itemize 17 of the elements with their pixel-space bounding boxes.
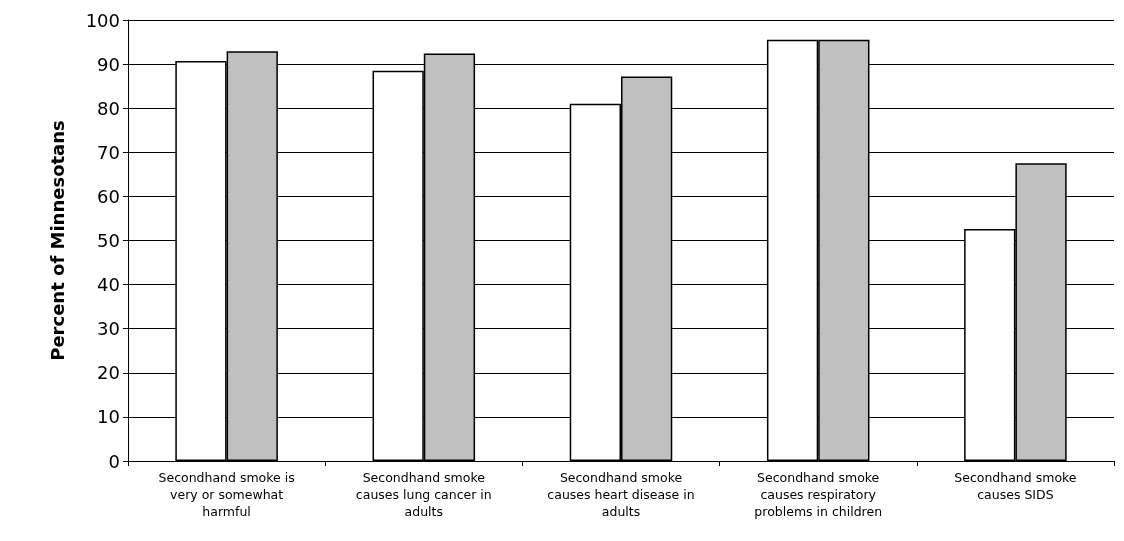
x-tick-label: Secondhand smoke causes heart disease in adults <box>547 470 695 519</box>
x-tick-label: Secondhand smoke causes SIDS <box>954 470 1077 502</box>
x-tick-label: Secondhand smoke causes respiratory problems in children <box>754 470 883 519</box>
y-tick-label: 60 <box>97 185 120 207</box>
y-tick-label: 80 <box>97 97 120 119</box>
y-tick-label: 40 <box>97 274 120 296</box>
y-tick-label: 30 <box>97 318 120 340</box>
x-tick-label: Secondhand smoke causes lung cancer in adults <box>355 470 492 519</box>
y-tick-label: 20 <box>97 362 120 384</box>
y-tick-label: 90 <box>97 53 120 75</box>
y-tick-label: 50 <box>97 230 120 251</box>
y-tick-label: 100 <box>85 9 120 31</box>
x-tick-label: Secondhand smoke is very or somewhat harmful <box>158 470 295 519</box>
y-tick-label: 10 <box>97 406 120 428</box>
y-tick-label: 70 <box>97 141 120 163</box>
y-tick-label: 0 <box>108 450 120 472</box>
y-axis-title: Percent of Minnesotans <box>46 120 68 361</box>
